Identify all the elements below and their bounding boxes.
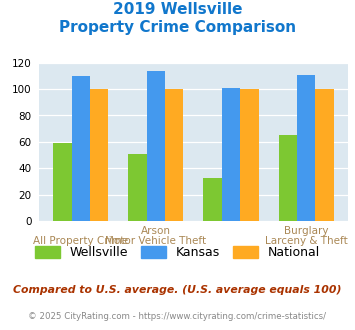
Bar [203,178,222,221]
Text: Larceny & Theft: Larceny & Theft [265,236,348,246]
Text: Arson: Arson [141,226,171,236]
Bar [53,143,72,221]
Text: Compared to U.S. average. (U.S. average equals 100): Compared to U.S. average. (U.S. average … [13,285,342,295]
Text: 2019 Wellsville: 2019 Wellsville [113,2,242,16]
Text: Burglary: Burglary [284,226,328,236]
Bar [147,71,165,221]
Bar [90,89,108,221]
Legend: Wellsville, Kansas, National: Wellsville, Kansas, National [35,246,320,259]
Bar [240,89,258,221]
Bar [297,75,315,221]
Text: Motor Vehicle Theft: Motor Vehicle Theft [105,236,207,246]
Text: All Property Crime: All Property Crime [33,236,129,246]
Bar [279,135,297,221]
Bar [222,88,240,221]
Bar [72,76,90,221]
Bar [315,89,334,221]
Text: Property Crime Comparison: Property Crime Comparison [59,20,296,35]
Bar [129,154,147,221]
Bar [165,89,184,221]
Text: © 2025 CityRating.com - https://www.cityrating.com/crime-statistics/: © 2025 CityRating.com - https://www.city… [28,312,327,321]
